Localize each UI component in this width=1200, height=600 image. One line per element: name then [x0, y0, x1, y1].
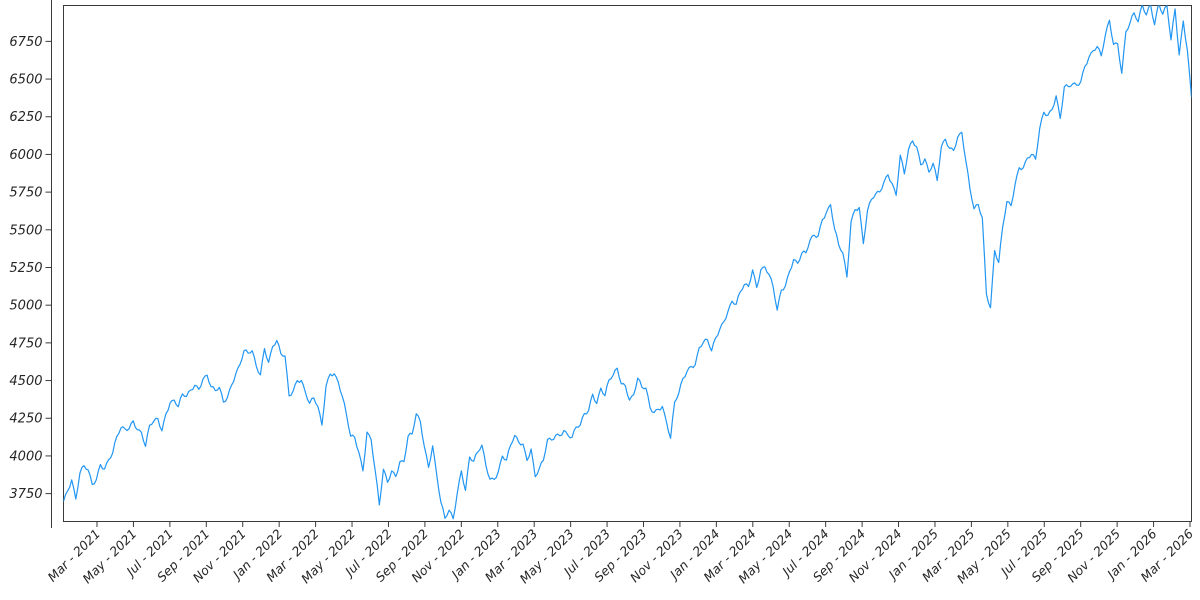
- y-tick-label: 4000: [9, 449, 42, 464]
- y-tick-label: 4500: [9, 374, 42, 389]
- series-group: [63, 5, 1192, 520]
- y-tick-label: 4250: [9, 412, 42, 427]
- y-tick-label: 6750: [9, 35, 42, 50]
- plot-border: [63, 5, 1192, 522]
- y-axis: 3750 4000 4250 4500 4750 5000 5250 5500 5750 6000…: [9, 0, 52, 528]
- y-tick-label: 6000: [9, 148, 42, 163]
- price-line-series: [63, 5, 1192, 520]
- y-tick-label: 3750: [9, 487, 42, 502]
- y-tick-label: 4750: [9, 336, 42, 351]
- y-tick-label: 5500: [9, 223, 42, 238]
- y-tick-label: 5750: [9, 186, 42, 201]
- y-tick-label: 6500: [9, 73, 42, 88]
- y-tick-label: 5250: [9, 261, 42, 276]
- y-tick-label: 6250: [9, 110, 42, 125]
- y-tick-label: 5000: [9, 299, 42, 314]
